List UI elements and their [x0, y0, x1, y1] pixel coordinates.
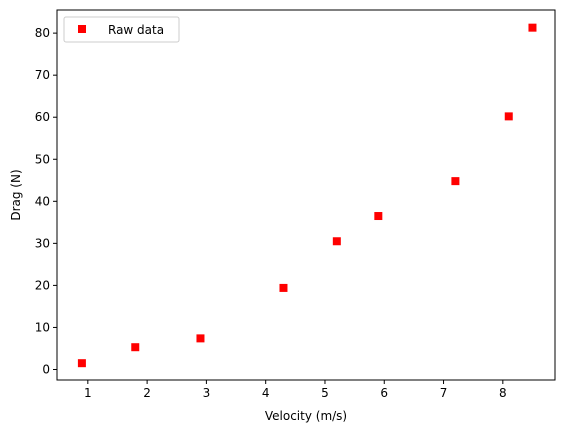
x-tick-label: 3 [203, 386, 211, 400]
y-tick-label: 50 [35, 152, 50, 166]
y-tick-label: 60 [35, 110, 50, 124]
points-layer [77, 23, 537, 368]
data-point [374, 212, 383, 221]
x-axis-label: Velocity (m/s) [265, 409, 347, 423]
y-tick-label: 30 [35, 236, 50, 250]
x-tick-label: 4 [262, 386, 270, 400]
x-tick-label: 7 [440, 386, 448, 400]
data-point [131, 343, 140, 352]
legend: Raw data [63, 16, 180, 43]
data-point [279, 283, 288, 292]
data-point [451, 177, 460, 186]
data-point [528, 23, 537, 32]
y-tick-label: 0 [42, 362, 50, 376]
y-tick-label: 80 [35, 26, 50, 40]
y-tick-label: 20 [35, 278, 50, 292]
x-tick-label: 2 [143, 386, 151, 400]
y-tick-label: 70 [35, 68, 50, 82]
data-point [332, 237, 341, 246]
legend-label-raw-data: Raw data [108, 23, 164, 37]
x-tick-label: 1 [84, 386, 92, 400]
data-point [504, 112, 513, 121]
x-tick-label: 5 [321, 386, 329, 400]
x-tick-label: 8 [499, 386, 507, 400]
y-tick-label: 40 [35, 194, 50, 208]
data-point [196, 334, 205, 343]
y-tick-label: 10 [35, 320, 50, 334]
legend-marker-raw-data [78, 25, 86, 33]
plot-frame [56, 9, 556, 381]
legend-box [63, 16, 180, 43]
data-point [77, 359, 86, 368]
y-axis-label: Drag (N) [9, 169, 23, 220]
x-tick-label: 6 [380, 386, 388, 400]
